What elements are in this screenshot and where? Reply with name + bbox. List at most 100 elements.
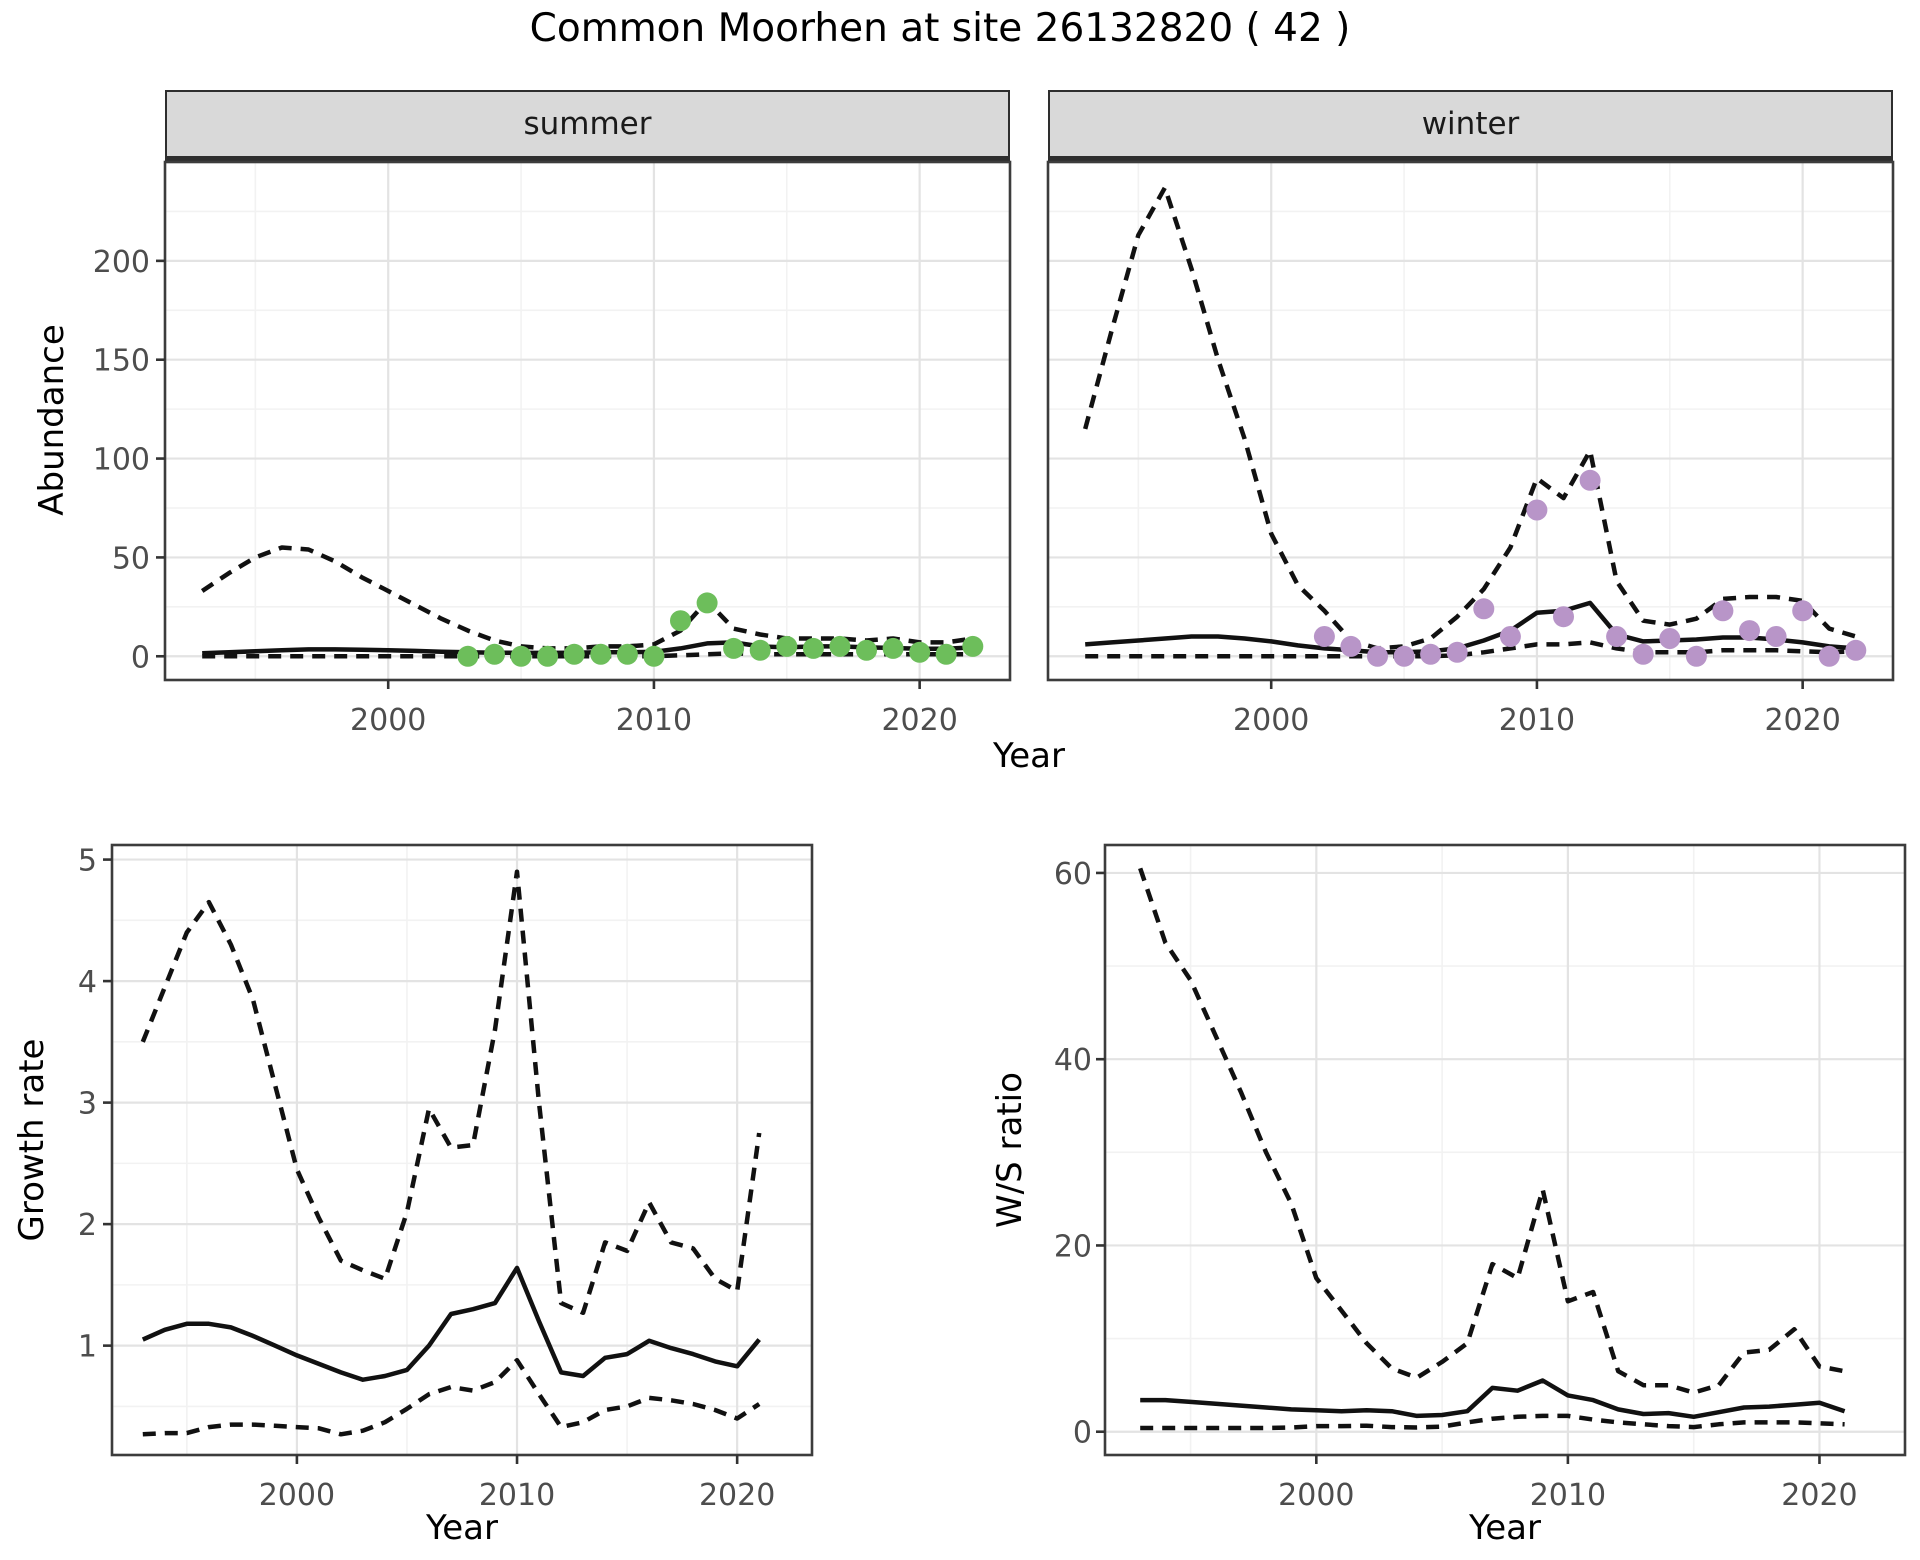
y-tick-label: 100 [93,443,150,478]
x-tick-label: 2010 [1499,703,1575,738]
facet-strip-summer: summer [165,90,1010,162]
data-point-observed-counts [1473,598,1495,620]
series-upper-95ci [1138,867,1846,1395]
data-point-observed-counts [1632,643,1654,665]
x-tick-label: 2000 [1278,1478,1354,1513]
data-point-observed-counts [935,643,957,665]
data-point-observed-counts [670,610,691,632]
y-tick-label: 0 [1073,1416,1092,1451]
panel-ws-ratio: 2000 2010 2020 0 20 40 60 [1054,843,1907,1513]
facet-strip-winter: winter [1048,90,1893,162]
y-tick-label: 0 [131,640,150,675]
x-tick-label: 2010 [1530,1478,1606,1513]
x-tick-label: 2010 [479,1478,555,1513]
data-point-observed-counts [749,639,771,661]
data-point-observed-counts [1393,645,1415,667]
data-point-observed-counts [1340,635,1362,657]
y-tick-label: 2 [78,1208,97,1243]
y-axis-title-abundance: Abundance [32,324,72,516]
panel-border [1046,160,1895,682]
x-axis-title-ws-ratio: Year [1469,1508,1541,1548]
y-tick-label: 150 [93,344,150,379]
series-modelled-mean [1140,1378,1846,1420]
data-point-observed-counts [1765,626,1787,647]
y-tick-label: 4 [78,965,97,1000]
x-axis-title-abundance: Year [993,736,1065,776]
data-point-observed-counts [1526,499,1548,521]
data-point-observed-counts [1739,620,1760,642]
data-point-observed-counts [1845,639,1867,661]
data-point-observed-counts [510,645,532,667]
data-point-observed-counts [563,643,585,665]
data-point-observed-counts [1659,628,1681,649]
data-point-observed-counts [1553,606,1574,628]
data-point-observed-counts [962,635,984,657]
y-tick-label: 1 [78,1330,97,1365]
x-tick-label: 2020 [1781,1478,1857,1513]
y-tick-label: 60 [1054,857,1092,892]
series-modelled-mean [141,1265,761,1382]
data-point-observed-counts [643,645,665,667]
data-point-observed-counts [909,641,931,663]
data-point-observed-counts [537,645,559,667]
facet-strip-summer-label: summer [523,106,652,142]
panel-growth-rate: 2000 2010 2020 1 2 3 4 5 [78,843,814,1513]
series-modelled-mean [1085,600,1856,655]
panel-background [165,162,1010,680]
series-lower-95ci [1140,1413,1845,1431]
panel-abundance-summer: 2000 2010 2020 0 50 100 150 200 [93,160,1012,738]
series-upper-95ci [140,869,762,1316]
data-point-observed-counts [1313,626,1335,647]
data-point-observed-counts [590,643,612,665]
y-tick-label: 200 [93,245,150,280]
y-tick-label: 20 [1054,1229,1092,1264]
y-axis-title-ws-ratio: W/S ratio [990,1072,1030,1228]
x-tick-label: 2000 [1233,703,1309,738]
x-axis-title-growth-rate: Year [426,1508,498,1548]
panel-background [1105,845,1905,1455]
data-point-observed-counts [1446,641,1468,663]
panel-background [112,845,812,1455]
data-point-observed-counts [776,635,798,657]
panel-border [163,160,1012,682]
data-point-observed-counts [1420,643,1442,665]
x-tick-label: 2000 [350,703,426,738]
data-point-observed-counts [1685,645,1707,667]
data-point-observed-counts [723,637,745,659]
panel-background [1048,162,1893,680]
facet-strip-winter-label: winter [1421,106,1520,142]
panel-border [1103,843,1907,1457]
panel-border [110,843,814,1457]
x-tick-label: 2020 [881,703,957,738]
data-point-observed-counts [1606,626,1628,647]
y-tick-label: 5 [78,844,97,879]
x-tick-label: 2020 [1764,703,1840,738]
x-tick-label: 2020 [699,1478,775,1513]
data-point-observed-counts [856,639,877,661]
data-point-observed-counts [802,637,824,659]
data-point-observed-counts [1499,626,1521,647]
x-tick-label: 2000 [259,1478,335,1513]
y-tick-label: 3 [78,1087,97,1122]
x-tick-label: 2010 [616,703,692,738]
data-point-observed-counts [484,643,505,665]
y-tick-label: 50 [112,541,150,576]
data-point-observed-counts [1818,645,1840,667]
data-point-observed-counts [1367,645,1388,667]
data-point-observed-counts [696,592,718,614]
data-point-observed-counts [1579,469,1601,491]
data-point-observed-counts [882,637,904,659]
data-point-observed-counts [1792,600,1814,622]
series-lower-95ci [1085,640,1856,659]
series-upper-95ci [1083,185,1857,651]
figure-title: Common Moorhen at site 26132820 ( 42 ) [529,6,1351,51]
series-lower-95ci [142,1357,761,1437]
y-tick-label: 40 [1054,1043,1092,1078]
data-point-observed-counts [829,635,851,657]
data-point-observed-counts [457,645,479,667]
y-axis-title-growth-rate: Growth rate [12,1038,52,1242]
panel-abundance-winter: 2000 2010 2020 [1046,160,1895,738]
data-point-observed-counts [616,643,638,665]
data-point-observed-counts [1712,600,1734,622]
